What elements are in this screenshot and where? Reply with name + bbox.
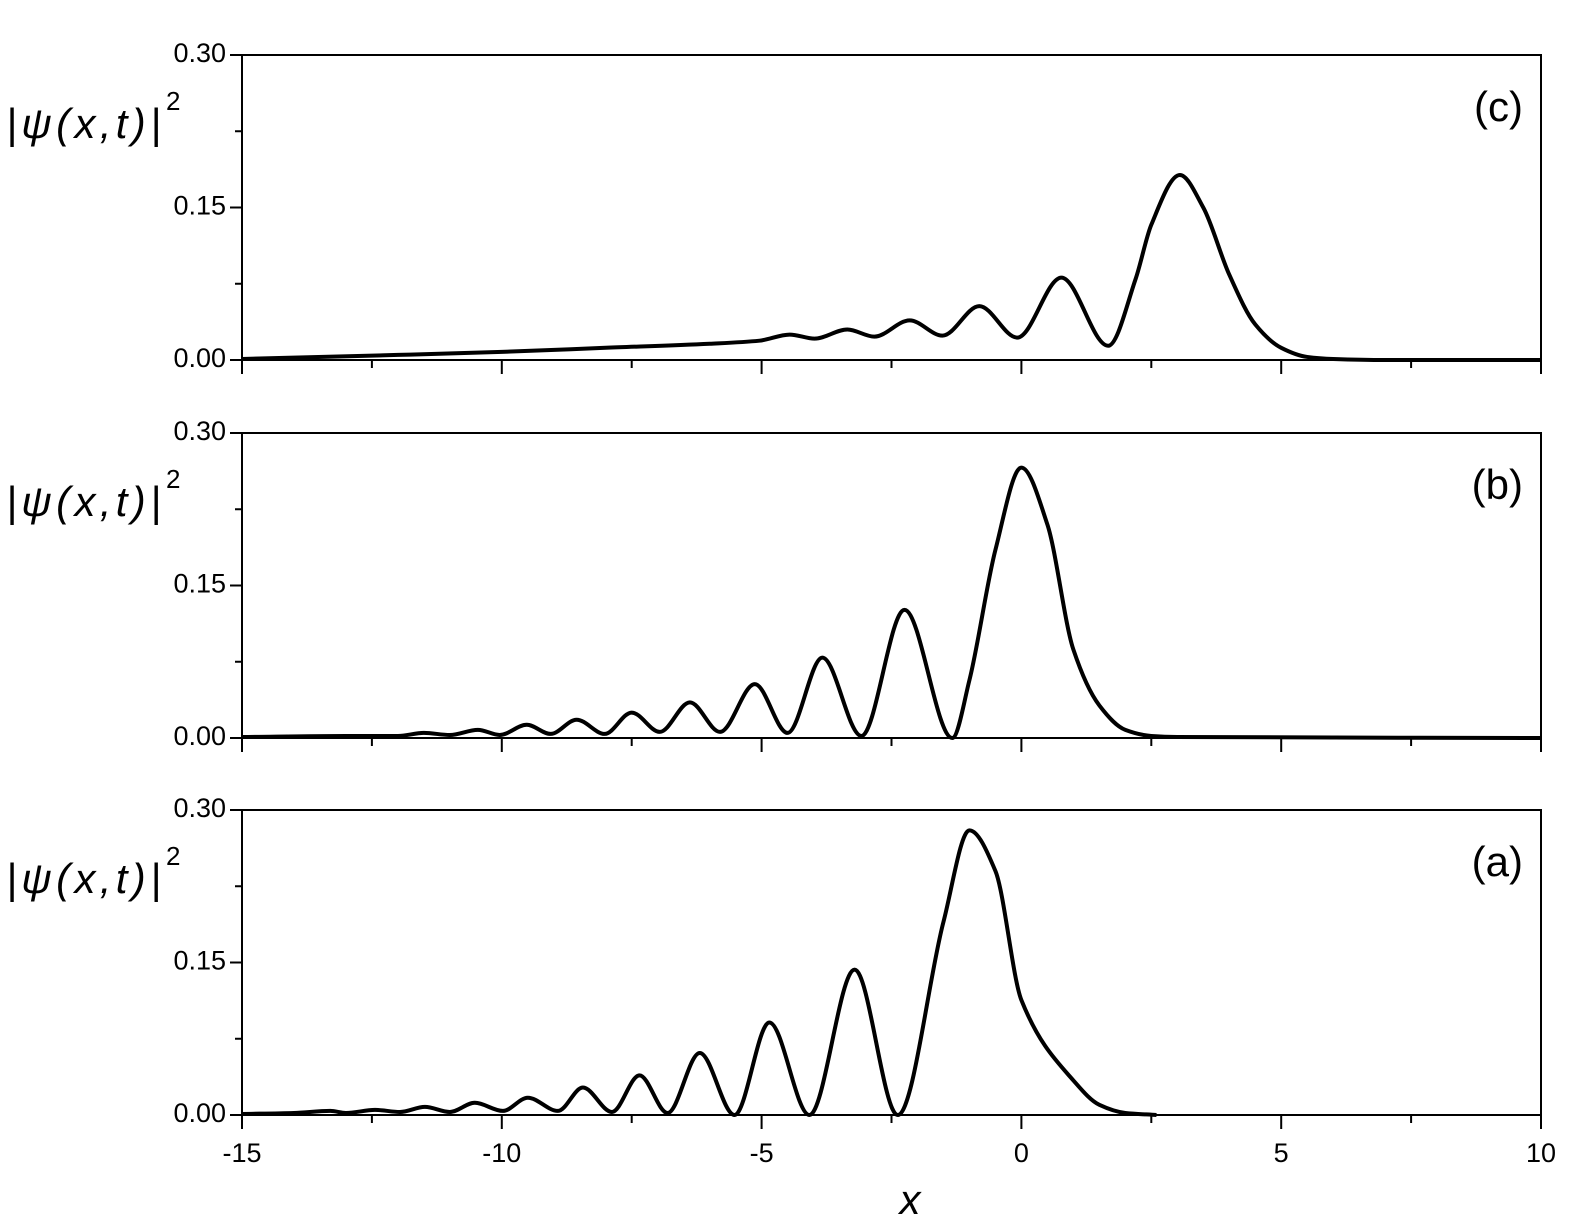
- panel-label: (a): [1472, 838, 1523, 885]
- y-tick-label: 0.15: [173, 569, 226, 599]
- data-line: [241, 172, 1541, 363]
- x-tick-label: 5: [1274, 1138, 1289, 1168]
- x-axis-label: x: [898, 1176, 923, 1219]
- panel-label: (b): [1472, 461, 1523, 508]
- y-axis-label-superscript: 2: [166, 86, 180, 116]
- panel: 0.00 0.15 0.30 (b) |ψ(x,t)| 2: [6, 416, 1542, 752]
- y-tick-label: 0.00: [173, 721, 226, 751]
- x-tick-label: 10: [1526, 1138, 1556, 1168]
- y-tick-label: 0.00: [173, 343, 226, 373]
- y-tick-label: 0.30: [173, 416, 226, 446]
- y-axis-label: |ψ(x,t)|: [6, 100, 161, 148]
- y-axis-label: |ψ(x,t)|: [6, 478, 161, 526]
- y-tick-label: 0.00: [173, 1098, 226, 1128]
- plot-frame: [241, 809, 1542, 1116]
- y-tick-label: 0.15: [173, 946, 226, 976]
- x-tick-label: -10: [482, 1138, 521, 1168]
- panel: 0.00 0.15 0.30 (c) |ψ(x,t)| 2: [6, 38, 1542, 374]
- x-tick-label: -15: [222, 1138, 261, 1168]
- y-tick-label: 0.30: [173, 793, 226, 823]
- y-tick-label: 0.15: [173, 191, 226, 221]
- plot-frame: [241, 54, 1542, 361]
- plot-frame: [241, 432, 1542, 739]
- panel-label: (c): [1474, 83, 1523, 130]
- x-tick-label: 0: [1014, 1138, 1029, 1168]
- data-line: [241, 828, 1157, 1117]
- panel: 0.00 0.15 0.30 -15 -10 -5 0 5 10 (a) |ψ(x,t)| 2 x: [6, 793, 1556, 1219]
- x-tick-label: -5: [750, 1138, 774, 1168]
- y-axis-label: |ψ(x,t)|: [6, 855, 161, 903]
- y-tick-label: 0.30: [173, 38, 226, 68]
- y-axis-label-superscript: 2: [166, 841, 180, 871]
- y-axis-label-superscript: 2: [166, 464, 180, 494]
- data-line: [241, 465, 1542, 740]
